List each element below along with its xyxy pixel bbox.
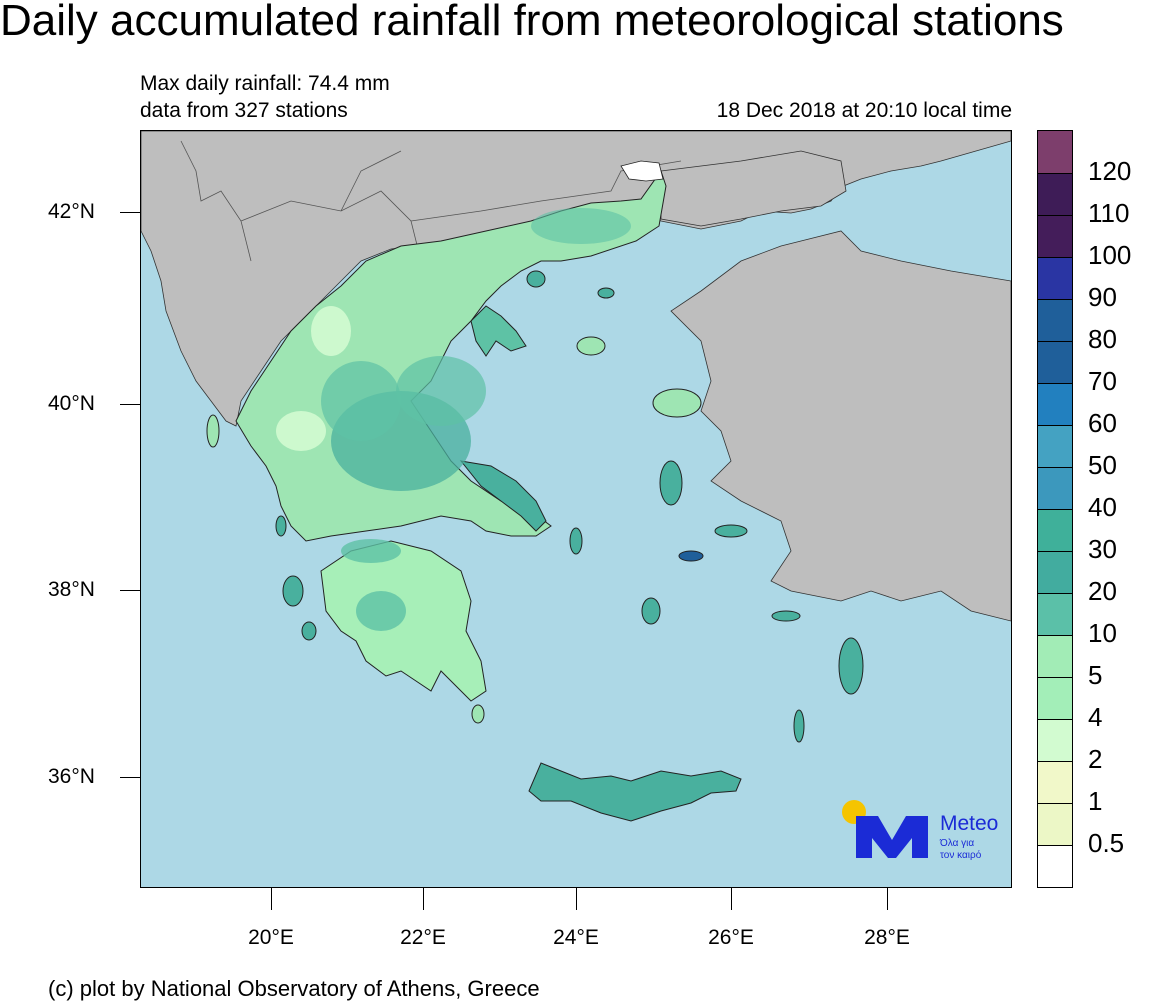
legend-label: 2 [1088, 744, 1103, 774]
border-lines [180, 140, 682, 262]
legend-label: 80 [1088, 324, 1117, 354]
rain-zone [396, 356, 486, 426]
lon-tick [576, 888, 577, 910]
legend-swatch [1038, 173, 1072, 215]
kos [771, 610, 801, 622]
lat-tick [120, 404, 140, 405]
kefalonia [282, 575, 304, 607]
legend-label: 100 [1088, 240, 1132, 270]
kythira [471, 704, 485, 724]
rain-zone [356, 591, 406, 631]
logo-tagline-line1: Όλα για [940, 838, 975, 849]
legend-swatch [1038, 845, 1072, 887]
lemnos [576, 336, 606, 356]
no-data-patch [620, 160, 664, 182]
chalkidiki [470, 305, 527, 357]
legend-swatch [1038, 425, 1072, 467]
lon-label: 28°E [864, 926, 910, 949]
meteo-logo-icon [842, 800, 928, 858]
samos [714, 524, 748, 538]
thasos [526, 270, 546, 288]
legend-swatch [1038, 677, 1072, 719]
lat-label: 38°N [48, 578, 95, 601]
evia [459, 460, 547, 532]
legend-label: 10 [1088, 618, 1117, 648]
turkey-europe [660, 150, 847, 227]
ikaria [678, 550, 704, 562]
lat-tick [120, 777, 140, 778]
legend-label: 0.5 [1088, 828, 1125, 858]
logo-tagline: Όλα για τον καιρό [940, 838, 1010, 862]
legend-label: 110 [1088, 198, 1130, 228]
crete [528, 762, 742, 822]
legend-swatch [1038, 593, 1072, 635]
legend-label: 40 [1088, 492, 1117, 522]
lon-tick [731, 888, 732, 910]
legend-swatch [1038, 257, 1072, 299]
lon-label: 26°E [708, 926, 754, 949]
lon-label: 20°E [248, 926, 294, 949]
legend-swatch [1038, 719, 1072, 761]
legend-swatch [1038, 467, 1072, 509]
rain-zone [311, 306, 351, 356]
legend-label: 1 [1088, 786, 1103, 816]
lesvos [652, 388, 702, 418]
lefkada [275, 515, 287, 537]
lat-label: 40°N [48, 392, 95, 415]
lat-label: 42°N [48, 200, 95, 223]
rain-zone [531, 208, 631, 244]
chios [659, 460, 683, 506]
karpathos [793, 709, 805, 743]
legend-swatch [1038, 551, 1072, 593]
peloponnese [320, 540, 487, 702]
legend-swatch [1038, 299, 1072, 341]
legend-swatch [1038, 635, 1072, 677]
legend-label: 70 [1088, 366, 1117, 396]
turkey-land [670, 230, 1011, 622]
footer-credit: (c) plot by National Observatory of Athe… [48, 976, 540, 1001]
lat-label: 36°N [48, 765, 95, 788]
map-title: Daily accumulated rainfall from meteorol… [0, 0, 1064, 45]
lon-tick [271, 888, 272, 910]
legend-label: 5 [1088, 660, 1103, 690]
legend-label: 120 [1088, 156, 1132, 186]
meteo-logo: Meteo Όλα για τον καιρό [838, 798, 1012, 868]
station-count-text: data from 327 stations [140, 99, 348, 122]
legend-swatch [1038, 803, 1072, 845]
rainfall-map[interactable] [140, 130, 1012, 888]
legend-label: 50 [1088, 450, 1117, 480]
legend-label: 4 [1088, 702, 1103, 732]
rhodes [838, 637, 864, 695]
legend-swatch [1038, 131, 1072, 173]
rainfall-legend [1037, 130, 1073, 888]
lat-tick [120, 212, 140, 213]
legend-label: 30 [1088, 534, 1117, 564]
lat-tick [120, 590, 140, 591]
rain-zone [341, 539, 401, 563]
logo-tagline-line2: τον καιρό [940, 850, 982, 861]
legend-swatch [1038, 341, 1072, 383]
legend-swatch [1038, 509, 1072, 551]
legend-label: 90 [1088, 282, 1117, 312]
legend-swatch [1038, 215, 1072, 257]
andros [569, 527, 583, 555]
samothraki [597, 287, 615, 299]
legend-swatch [1038, 383, 1072, 425]
rain-zone [276, 411, 326, 451]
lon-label: 24°E [553, 926, 599, 949]
legend-label: 20 [1088, 576, 1117, 606]
map-canvas [141, 131, 1011, 887]
lon-tick [887, 888, 888, 910]
datetime-text: 18 Dec 2018 at 20:10 local time [716, 99, 1012, 122]
lon-label: 22°E [400, 926, 446, 949]
naxos [641, 597, 661, 625]
zakynthos [301, 621, 317, 641]
logo-word: Meteo [940, 812, 999, 835]
legend-swatch [1038, 761, 1072, 803]
lon-tick [423, 888, 424, 910]
corfu [206, 414, 220, 448]
legend-label: 60 [1088, 408, 1117, 438]
rain-zone [321, 361, 401, 441]
max-rainfall-text: Max daily rainfall: 74.4 mm [140, 72, 390, 95]
